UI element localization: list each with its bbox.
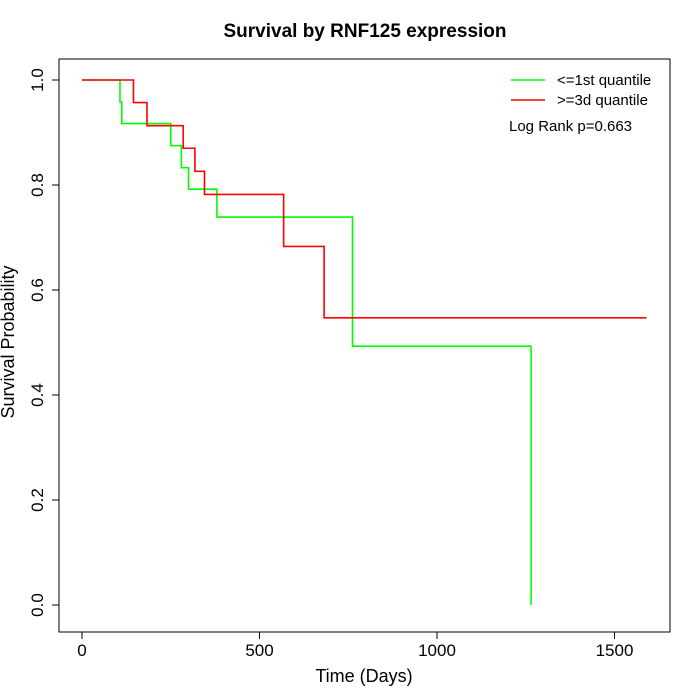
chart-title: Survival by RNF125 expression	[223, 21, 506, 42]
x-tick-label: 1000	[418, 641, 456, 660]
y-axis-label: Survival Probability	[0, 265, 18, 418]
y-tick-label: 1.0	[28, 68, 47, 92]
x-axis: 0 500 1000 1500	[77, 631, 634, 660]
series-layer	[82, 79, 647, 605]
y-tick-label: 0.8	[28, 173, 47, 197]
x-axis-label: Time (Days)	[315, 666, 412, 686]
y-tick-label: 0.0	[28, 593, 47, 617]
y-tick-label: 0.4	[28, 383, 47, 407]
series-line-2	[82, 79, 647, 319]
y-tick-label: 0.6	[28, 278, 47, 302]
series-line-1	[82, 79, 532, 605]
log-rank-annotation: Log Rank p=0.663	[509, 118, 632, 135]
y-axis: 0.0 0.2 0.4 0.6 0.8 1.0	[28, 68, 60, 617]
x-tick-label: 0	[77, 641, 86, 660]
y-tick-label: 0.2	[28, 488, 47, 512]
legend: <=1st quantile >=3d quantile	[511, 72, 651, 109]
legend-label-2: >=3d quantile	[557, 92, 648, 109]
legend-label-1: <=1st quantile	[557, 72, 651, 89]
x-tick-label: 500	[245, 641, 273, 660]
x-tick-label: 1500	[596, 641, 634, 660]
